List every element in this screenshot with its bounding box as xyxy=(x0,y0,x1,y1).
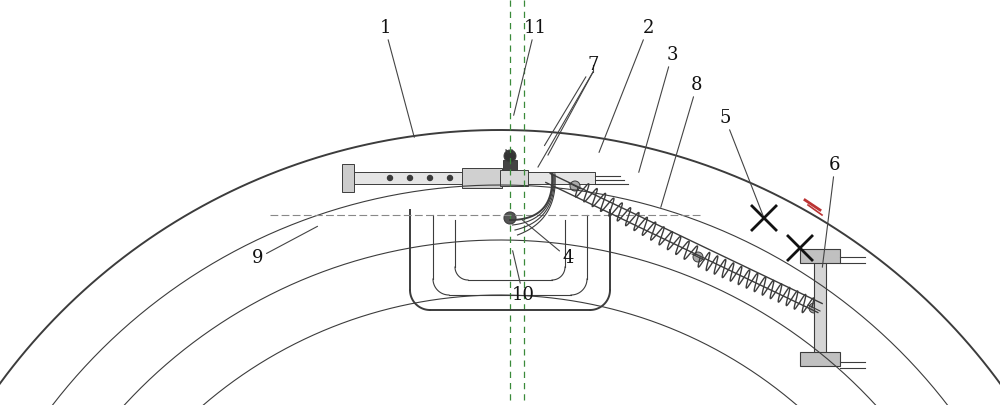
Circle shape xyxy=(809,303,819,313)
Text: 1: 1 xyxy=(379,19,414,137)
Circle shape xyxy=(693,252,703,262)
Circle shape xyxy=(570,181,580,191)
Text: 5: 5 xyxy=(719,109,763,215)
Text: 11: 11 xyxy=(514,19,546,115)
Circle shape xyxy=(408,175,413,181)
Bar xyxy=(800,352,840,366)
Text: 7: 7 xyxy=(544,56,599,146)
Bar xyxy=(462,168,502,188)
Circle shape xyxy=(504,150,516,162)
Text: 3: 3 xyxy=(639,46,678,173)
Text: 4: 4 xyxy=(522,220,574,267)
Circle shape xyxy=(448,175,452,181)
Bar xyxy=(800,249,840,263)
Text: 10: 10 xyxy=(512,251,534,304)
Text: 8: 8 xyxy=(661,76,703,207)
Bar xyxy=(814,255,826,360)
Circle shape xyxy=(428,175,432,181)
Bar xyxy=(350,172,595,184)
Bar xyxy=(342,164,354,192)
Text: 2: 2 xyxy=(599,19,654,152)
Circle shape xyxy=(388,175,392,181)
Text: 6: 6 xyxy=(822,156,841,267)
Circle shape xyxy=(504,212,516,224)
Bar xyxy=(500,170,528,186)
Bar xyxy=(503,160,517,170)
Text: 9: 9 xyxy=(252,226,318,267)
